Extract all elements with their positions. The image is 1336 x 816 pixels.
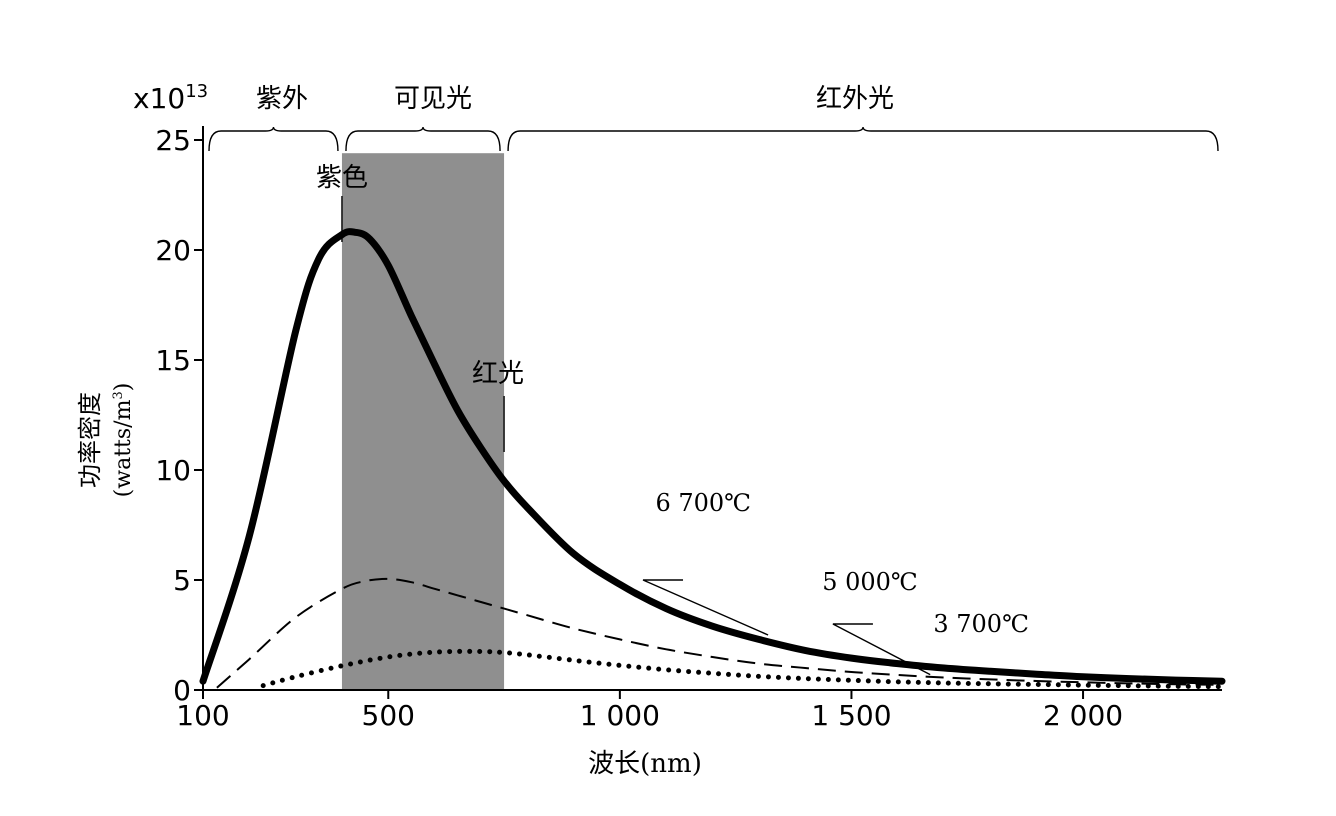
region-label: 紫外 [256,84,308,114]
y-tick-label: 20 [155,234,191,267]
x-tick-label: 2 000 [1043,699,1123,732]
series-label: 3 700℃ [933,610,1029,638]
x-tick-label: 500 [362,699,415,732]
y-multiplier-label: x1013 [133,81,208,115]
series-label: 6 700℃ [655,489,751,517]
marker-label-violet: 紫色 [316,163,368,193]
y-tick-label: 5 [173,564,191,597]
y-tick-label: 15 [155,344,191,377]
series-label-leader [832,623,931,676]
series-label: 5 000℃ [822,568,918,596]
region-label: 红外光 [816,84,894,114]
region-brace [507,126,1219,152]
region-brace [208,126,339,152]
y-axis-title: 功率密度 [76,392,104,488]
y-tick-label: 10 [155,454,191,487]
x-tick-label: 100 [176,699,229,732]
series-line-1 [199,228,1226,685]
x-tick-label: 1 500 [811,699,891,732]
series-line-2 [216,577,1223,689]
series-line-3 [260,648,1225,690]
y-tick-label: 25 [155,124,191,157]
region-label: 可见光 [394,84,472,114]
series-label-leader [642,579,769,636]
marker-label-red: 红光 [472,359,524,389]
x-tick-label: 1 000 [580,699,660,732]
x-axis-title: 波长(nm) [588,749,702,779]
y-axis-title-unit: (watts/m3) [111,383,136,498]
region-brace [345,126,501,152]
y-tick-label: 0 [173,674,191,707]
